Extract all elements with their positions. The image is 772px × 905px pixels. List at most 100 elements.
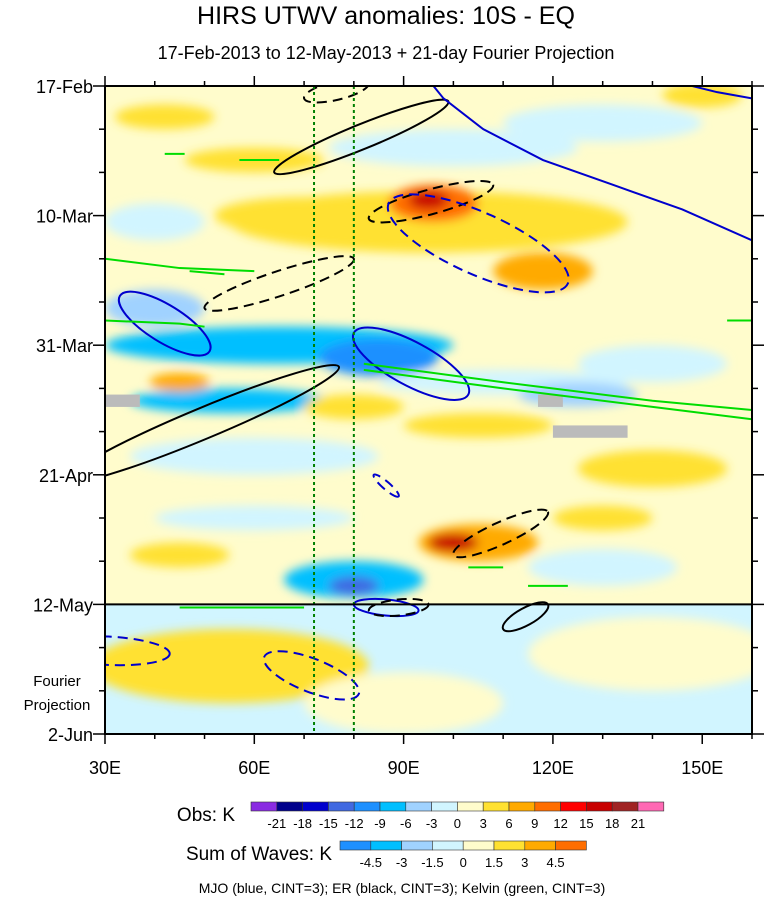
anomaly-blob <box>662 86 743 108</box>
waves-colorbar-swatch <box>432 840 464 851</box>
waves-colorbar-level: -1.5 <box>421 855 443 870</box>
missing-data-box <box>552 425 628 438</box>
er-contour <box>303 86 370 104</box>
x-tick-label: 30E <box>89 758 121 778</box>
waves-colorbar-swatch <box>401 840 433 851</box>
projection-blob <box>304 672 504 734</box>
legend-note: MJO (blue, CINT=3); ER (black, CINT=3); … <box>199 880 606 896</box>
x-tick-label: 120E <box>532 758 574 778</box>
waves-colorbar-level: -4.5 <box>360 855 382 870</box>
colorbars: Obs: K -21 -18 -15 -12 -9 -6 -3 0 3 6 9 12 15 18 21 Sum … <box>177 801 665 870</box>
chart-subtitle: 17-Feb-2013 to 12-May-2013 + 21-day Four… <box>158 43 615 63</box>
x-tick-label: 90E <box>388 758 420 778</box>
anomaly-blob <box>129 437 379 475</box>
anomaly-blob <box>154 505 354 531</box>
er-contour <box>105 364 341 484</box>
obs-colorbar-swatch <box>482 801 510 812</box>
mjo-contour <box>432 86 752 242</box>
mjo-contour <box>262 650 361 701</box>
obs-colorbar-swatch <box>353 801 381 812</box>
obs-colorbar-swatch <box>508 801 536 812</box>
waves-colorbar-level: 0 <box>460 855 467 870</box>
y-tick-label: 12-May <box>33 595 93 615</box>
obs-colorbar-level: -6 <box>400 816 412 831</box>
kelvin-contour <box>189 270 225 276</box>
waves-colorbar-swatch <box>524 840 556 851</box>
anomaly-blob <box>114 104 215 130</box>
y-tick-label: 2-Jun <box>48 725 93 745</box>
kelvin-contour <box>105 319 205 328</box>
y-tick-label: 21-Apr <box>39 466 93 486</box>
waves-colorbar-swatch <box>370 840 402 851</box>
obs-colorbar-swatch <box>637 801 665 812</box>
waves-colorbar-level: -3 <box>396 855 408 870</box>
missing-data-box <box>537 394 563 407</box>
waves-colorbar-swatch <box>555 840 587 851</box>
projection-blobs <box>105 616 752 734</box>
kelvin-contour <box>363 368 752 421</box>
obs-colorbar-swatch <box>457 801 484 812</box>
projection-blob <box>105 629 369 704</box>
anomaly-blob <box>129 542 230 568</box>
obs-colorbar-level: 0 <box>454 816 461 831</box>
y-tick-label: 10-Mar <box>36 207 93 227</box>
obs-colorbar-swatch <box>560 801 587 812</box>
mjo-contour <box>105 635 171 667</box>
waves-colorbar-swatch <box>339 840 372 851</box>
missing-data-box <box>105 394 140 407</box>
y-tick-label: 17-Feb <box>36 77 93 97</box>
obs-colorbar-level: 6 <box>505 816 512 831</box>
axes: 30E 60E 90E 120E 150E 17-Feb 10-Mar 31-Mar 21-Ap… <box>24 76 764 778</box>
obs-colorbar-level: -21 <box>267 816 286 831</box>
anomaly-blob <box>105 203 205 241</box>
obs-colorbar-level: -9 <box>374 816 386 831</box>
obs-colorbar-level: -15 <box>319 816 338 831</box>
plot-frame <box>104 85 753 735</box>
obs-colorbar-level: 21 <box>631 816 645 831</box>
anomaly-blob <box>503 104 703 142</box>
er-contour <box>452 508 550 559</box>
x-tick-label: 150E <box>681 758 723 778</box>
anomaly-blob <box>528 548 678 586</box>
obs-colorbar-swatch <box>328 801 355 812</box>
anomaly-blob <box>552 505 653 531</box>
y-tick-label: 31-Mar <box>36 336 93 356</box>
waves-colorbar-swatch <box>493 840 526 851</box>
waves-colorbar-swatch <box>462 840 495 851</box>
waves-colorbar-level: 3 <box>521 855 528 870</box>
chart-title: HIRS UTWV anomalies: 10S - EQ <box>197 2 575 30</box>
obs-colorbar-level: 3 <box>480 816 487 831</box>
obs-colorbar-swatch <box>611 801 639 812</box>
waves-colorbar-level: 1.5 <box>485 855 503 870</box>
obs-colorbar-swatch <box>405 801 432 812</box>
obs-colorbar-level: -12 <box>345 816 364 831</box>
er-contour <box>367 179 495 224</box>
obs-colorbar-swatch <box>379 801 407 812</box>
obs-colorbar-swatch <box>534 801 561 812</box>
obs-colorbar-level: 12 <box>553 816 567 831</box>
mjo-contour <box>692 86 752 100</box>
anomaly-blob <box>577 450 728 488</box>
anomaly-blob <box>105 289 205 327</box>
projection-label: Fourier <box>33 673 81 690</box>
anomaly-blob <box>428 533 479 552</box>
obs-colorbar-swatch <box>586 801 613 812</box>
anomaly-blob <box>214 197 394 235</box>
mjo-contour <box>117 290 212 357</box>
er-contour <box>203 255 355 312</box>
obs-colorbar-level: -3 <box>426 816 438 831</box>
obs-colorbar-level: 9 <box>531 816 538 831</box>
obs-colorbar-label: Obs: K <box>177 805 235 826</box>
mjo-contour <box>386 193 570 294</box>
anomaly-blob <box>577 345 728 383</box>
anomaly-blob <box>129 388 329 414</box>
obs-colorbar-swatch <box>250 801 278 812</box>
obs-colorbar-level: 18 <box>605 816 619 831</box>
anomaly-blob <box>319 339 439 377</box>
obs-colorbar-swatch <box>302 801 329 812</box>
anomaly-blob <box>149 372 210 392</box>
kelvin-contour <box>105 257 255 273</box>
obs-colorbar-level: -18 <box>293 816 312 831</box>
waves-colorbar-label: Sum of Waves: K <box>186 844 332 865</box>
